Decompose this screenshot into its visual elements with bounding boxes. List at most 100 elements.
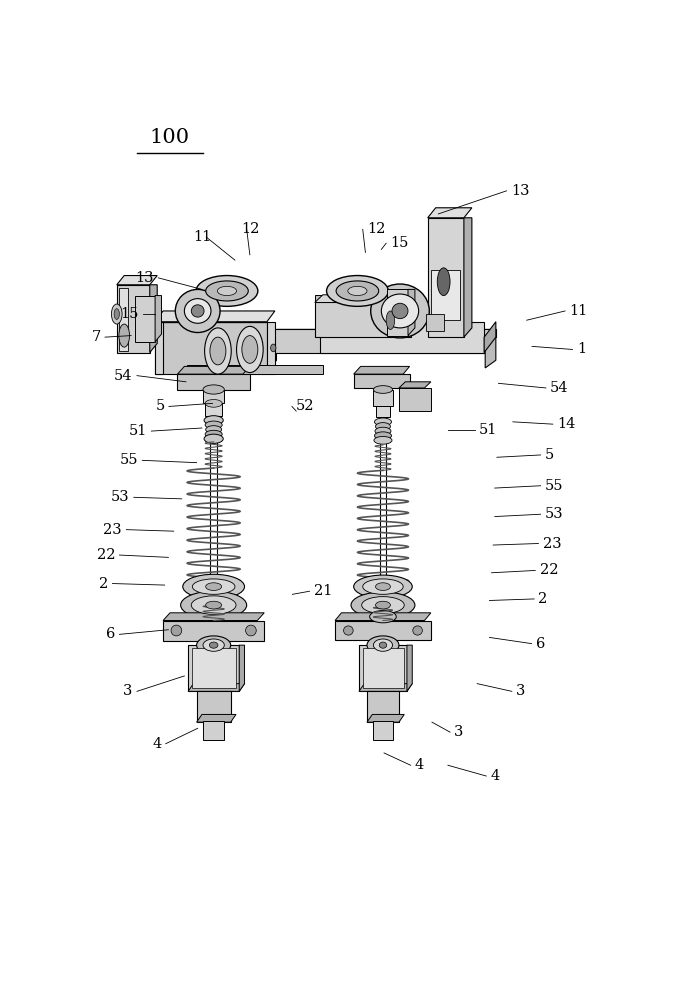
Ellipse shape bbox=[379, 642, 387, 648]
Polygon shape bbox=[163, 613, 264, 620]
Ellipse shape bbox=[376, 583, 390, 590]
Text: 52: 52 bbox=[296, 399, 315, 413]
Bar bbox=[387, 289, 408, 336]
Ellipse shape bbox=[374, 639, 392, 651]
Text: 4: 4 bbox=[415, 758, 424, 772]
Ellipse shape bbox=[392, 303, 408, 319]
Polygon shape bbox=[239, 645, 245, 691]
Ellipse shape bbox=[205, 601, 222, 609]
Ellipse shape bbox=[370, 610, 396, 623]
Ellipse shape bbox=[184, 299, 211, 323]
Ellipse shape bbox=[204, 434, 223, 443]
Polygon shape bbox=[484, 322, 496, 353]
Ellipse shape bbox=[114, 309, 120, 319]
Text: 53: 53 bbox=[111, 490, 130, 504]
Text: 55: 55 bbox=[120, 453, 138, 467]
Bar bbox=[374, 721, 392, 740]
Polygon shape bbox=[150, 285, 157, 353]
Ellipse shape bbox=[217, 286, 236, 296]
Ellipse shape bbox=[236, 326, 263, 373]
Ellipse shape bbox=[183, 574, 245, 599]
Polygon shape bbox=[359, 684, 412, 691]
Ellipse shape bbox=[374, 432, 392, 440]
Ellipse shape bbox=[210, 337, 226, 365]
Ellipse shape bbox=[381, 294, 418, 328]
Ellipse shape bbox=[191, 596, 236, 614]
Polygon shape bbox=[428, 208, 472, 218]
Bar bbox=[187, 365, 323, 374]
Polygon shape bbox=[271, 329, 496, 368]
Text: 2: 2 bbox=[539, 592, 548, 606]
Polygon shape bbox=[177, 366, 250, 374]
Polygon shape bbox=[155, 311, 275, 322]
Text: 100: 100 bbox=[150, 128, 190, 147]
Ellipse shape bbox=[196, 636, 231, 654]
Polygon shape bbox=[408, 289, 415, 336]
Bar bbox=[117, 285, 150, 353]
Ellipse shape bbox=[246, 625, 256, 636]
Ellipse shape bbox=[175, 289, 220, 333]
Bar bbox=[354, 374, 409, 388]
Ellipse shape bbox=[374, 418, 392, 426]
Text: 2: 2 bbox=[99, 577, 109, 591]
Ellipse shape bbox=[344, 626, 353, 635]
Bar bbox=[335, 620, 431, 640]
Ellipse shape bbox=[413, 626, 423, 635]
Text: 13: 13 bbox=[510, 184, 529, 198]
Ellipse shape bbox=[438, 268, 450, 296]
Bar bbox=[155, 322, 267, 374]
Ellipse shape bbox=[192, 579, 235, 594]
Text: 51: 51 bbox=[479, 423, 497, 437]
Polygon shape bbox=[271, 329, 496, 337]
Text: 54: 54 bbox=[114, 369, 133, 383]
Ellipse shape bbox=[374, 386, 392, 393]
Ellipse shape bbox=[205, 421, 222, 429]
Ellipse shape bbox=[371, 284, 429, 338]
Bar bbox=[177, 374, 250, 389]
Text: 6: 6 bbox=[536, 637, 545, 651]
Ellipse shape bbox=[203, 639, 225, 651]
Ellipse shape bbox=[375, 427, 391, 435]
Ellipse shape bbox=[367, 636, 399, 654]
Ellipse shape bbox=[386, 311, 395, 329]
Ellipse shape bbox=[374, 436, 392, 444]
Polygon shape bbox=[117, 276, 157, 285]
Text: 3: 3 bbox=[516, 684, 526, 698]
Polygon shape bbox=[367, 714, 404, 722]
Ellipse shape bbox=[205, 426, 222, 433]
Text: 22: 22 bbox=[539, 563, 558, 577]
Text: 1: 1 bbox=[577, 342, 586, 356]
Bar bbox=[367, 691, 399, 722]
Polygon shape bbox=[399, 382, 431, 388]
Bar bbox=[399, 388, 431, 411]
Bar bbox=[192, 648, 236, 688]
Text: 22: 22 bbox=[97, 548, 115, 562]
Bar bbox=[374, 389, 392, 406]
Ellipse shape bbox=[376, 423, 390, 430]
Polygon shape bbox=[315, 295, 418, 302]
Bar bbox=[315, 302, 411, 337]
Bar bbox=[428, 218, 464, 337]
Ellipse shape bbox=[203, 385, 225, 394]
Bar bbox=[188, 645, 239, 691]
Ellipse shape bbox=[205, 430, 222, 438]
Ellipse shape bbox=[205, 583, 222, 590]
Ellipse shape bbox=[361, 597, 404, 614]
Text: 5: 5 bbox=[545, 448, 554, 462]
Text: 3: 3 bbox=[124, 684, 133, 698]
Bar bbox=[320, 322, 484, 353]
Ellipse shape bbox=[196, 276, 258, 306]
Ellipse shape bbox=[191, 305, 204, 317]
Ellipse shape bbox=[111, 304, 122, 324]
Ellipse shape bbox=[119, 324, 130, 347]
Bar bbox=[363, 648, 404, 688]
Text: 5: 5 bbox=[155, 399, 165, 413]
Ellipse shape bbox=[348, 286, 367, 296]
Text: 15: 15 bbox=[390, 236, 409, 250]
Text: 23: 23 bbox=[543, 536, 561, 550]
Bar bbox=[119, 288, 128, 351]
Bar bbox=[203, 721, 225, 740]
Text: 54: 54 bbox=[550, 381, 569, 395]
Bar bbox=[205, 403, 222, 416]
Text: 21: 21 bbox=[314, 584, 332, 598]
